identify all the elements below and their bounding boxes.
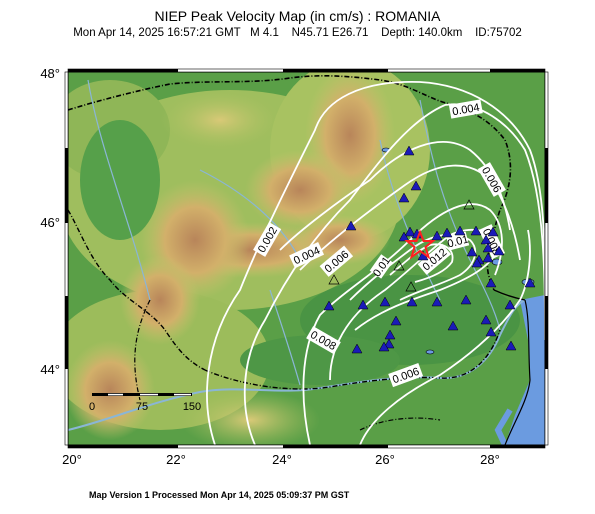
- station-triangle-icon: [431, 296, 443, 307]
- station-triangle-icon: [398, 192, 410, 203]
- station-open-triangle-icon: [463, 199, 475, 210]
- contour-0-01-b: [354, 254, 496, 331]
- station-triangle-icon: [524, 277, 536, 288]
- lon-label: 26°: [375, 452, 395, 467]
- station-triangle-icon: [487, 226, 499, 237]
- epicenter-star-icon: [404, 229, 436, 260]
- station-triangle-icon: [460, 294, 472, 305]
- contour-0-008: [302, 203, 503, 445]
- lat-label: 48°: [40, 66, 60, 81]
- station-triangle-icon: [351, 343, 363, 354]
- contour-label: 0.004: [451, 102, 480, 119]
- station-triangle-icon: [390, 315, 402, 326]
- lon-label: 24°: [272, 452, 292, 467]
- station-triangle-icon: [384, 329, 396, 340]
- map-version-footer: Map Version 1 Processed Mon Apr 14, 2025…: [89, 490, 350, 500]
- lon-label: 22°: [166, 452, 186, 467]
- station-triangle-icon: [480, 314, 492, 325]
- station-triangle-icon: [493, 245, 505, 256]
- station-triangle-icon: [480, 234, 492, 245]
- station-triangle-icon: [378, 341, 390, 352]
- station-open-triangle-icon: [328, 274, 340, 285]
- contour-0-004-outer: [243, 103, 545, 445]
- station-triangle-icon: [482, 252, 494, 263]
- contour-0-006: [299, 164, 521, 271]
- station-triangle-icon: [406, 296, 418, 307]
- station-triangle-icon: [470, 225, 482, 236]
- station-triangle-icon: [505, 340, 517, 351]
- station-triangle-icon: [454, 225, 466, 236]
- map-title: NIEP Peak Velocity Map (in cm/s) : ROMAN…: [154, 8, 441, 24]
- lon-label: 28°: [480, 452, 500, 467]
- longitude-labels: 20° 22° 24° 26° 28°: [62, 452, 500, 467]
- station-triangle-icon: [323, 300, 335, 311]
- station-open-triangle-icon: [405, 281, 417, 292]
- scale-bar: 0 75 150: [89, 393, 201, 413]
- scale-label: 75: [136, 401, 148, 413]
- station-triangle-icon: [379, 296, 391, 307]
- station-triangle-icon: [404, 226, 416, 237]
- station-triangle-icon: [485, 326, 497, 337]
- latitude-labels: 48° 46° 44°: [40, 66, 60, 377]
- station-triangle-icon: [383, 338, 395, 349]
- lon-label: 20°: [62, 452, 82, 467]
- station-triangle-icon: [410, 180, 422, 191]
- station-triangle-icon: [345, 220, 357, 231]
- station-triangle-icon: [471, 257, 483, 268]
- station-triangle-icon: [466, 246, 478, 257]
- contour-label: 0.01: [446, 233, 470, 250]
- station-triangle-icon: [403, 145, 415, 156]
- lat-label: 44°: [40, 362, 60, 377]
- station-triangle-icon: [447, 320, 459, 331]
- lat-label: 46°: [40, 215, 60, 230]
- station-triangle-icon: [441, 227, 453, 238]
- station-triangle-icon: [482, 242, 494, 253]
- station-triangle-icon: [431, 230, 443, 241]
- scale-label: 150: [183, 401, 201, 413]
- station-open-triangle-icon: [393, 260, 405, 271]
- contour-0-006-south: [359, 229, 531, 445]
- station-triangle-icon: [398, 231, 410, 242]
- station-triangle-icon: [357, 299, 369, 310]
- map-frame: [64, 68, 549, 449]
- scale-label: 0: [89, 401, 95, 413]
- event-info: Mon Apr 14, 2025 16:57:21 GMT M 4.1 N45.…: [73, 27, 522, 39]
- contour-0-002: [206, 81, 545, 445]
- station-triangle-icon: [485, 277, 497, 288]
- station-triangle-icon: [504, 299, 516, 310]
